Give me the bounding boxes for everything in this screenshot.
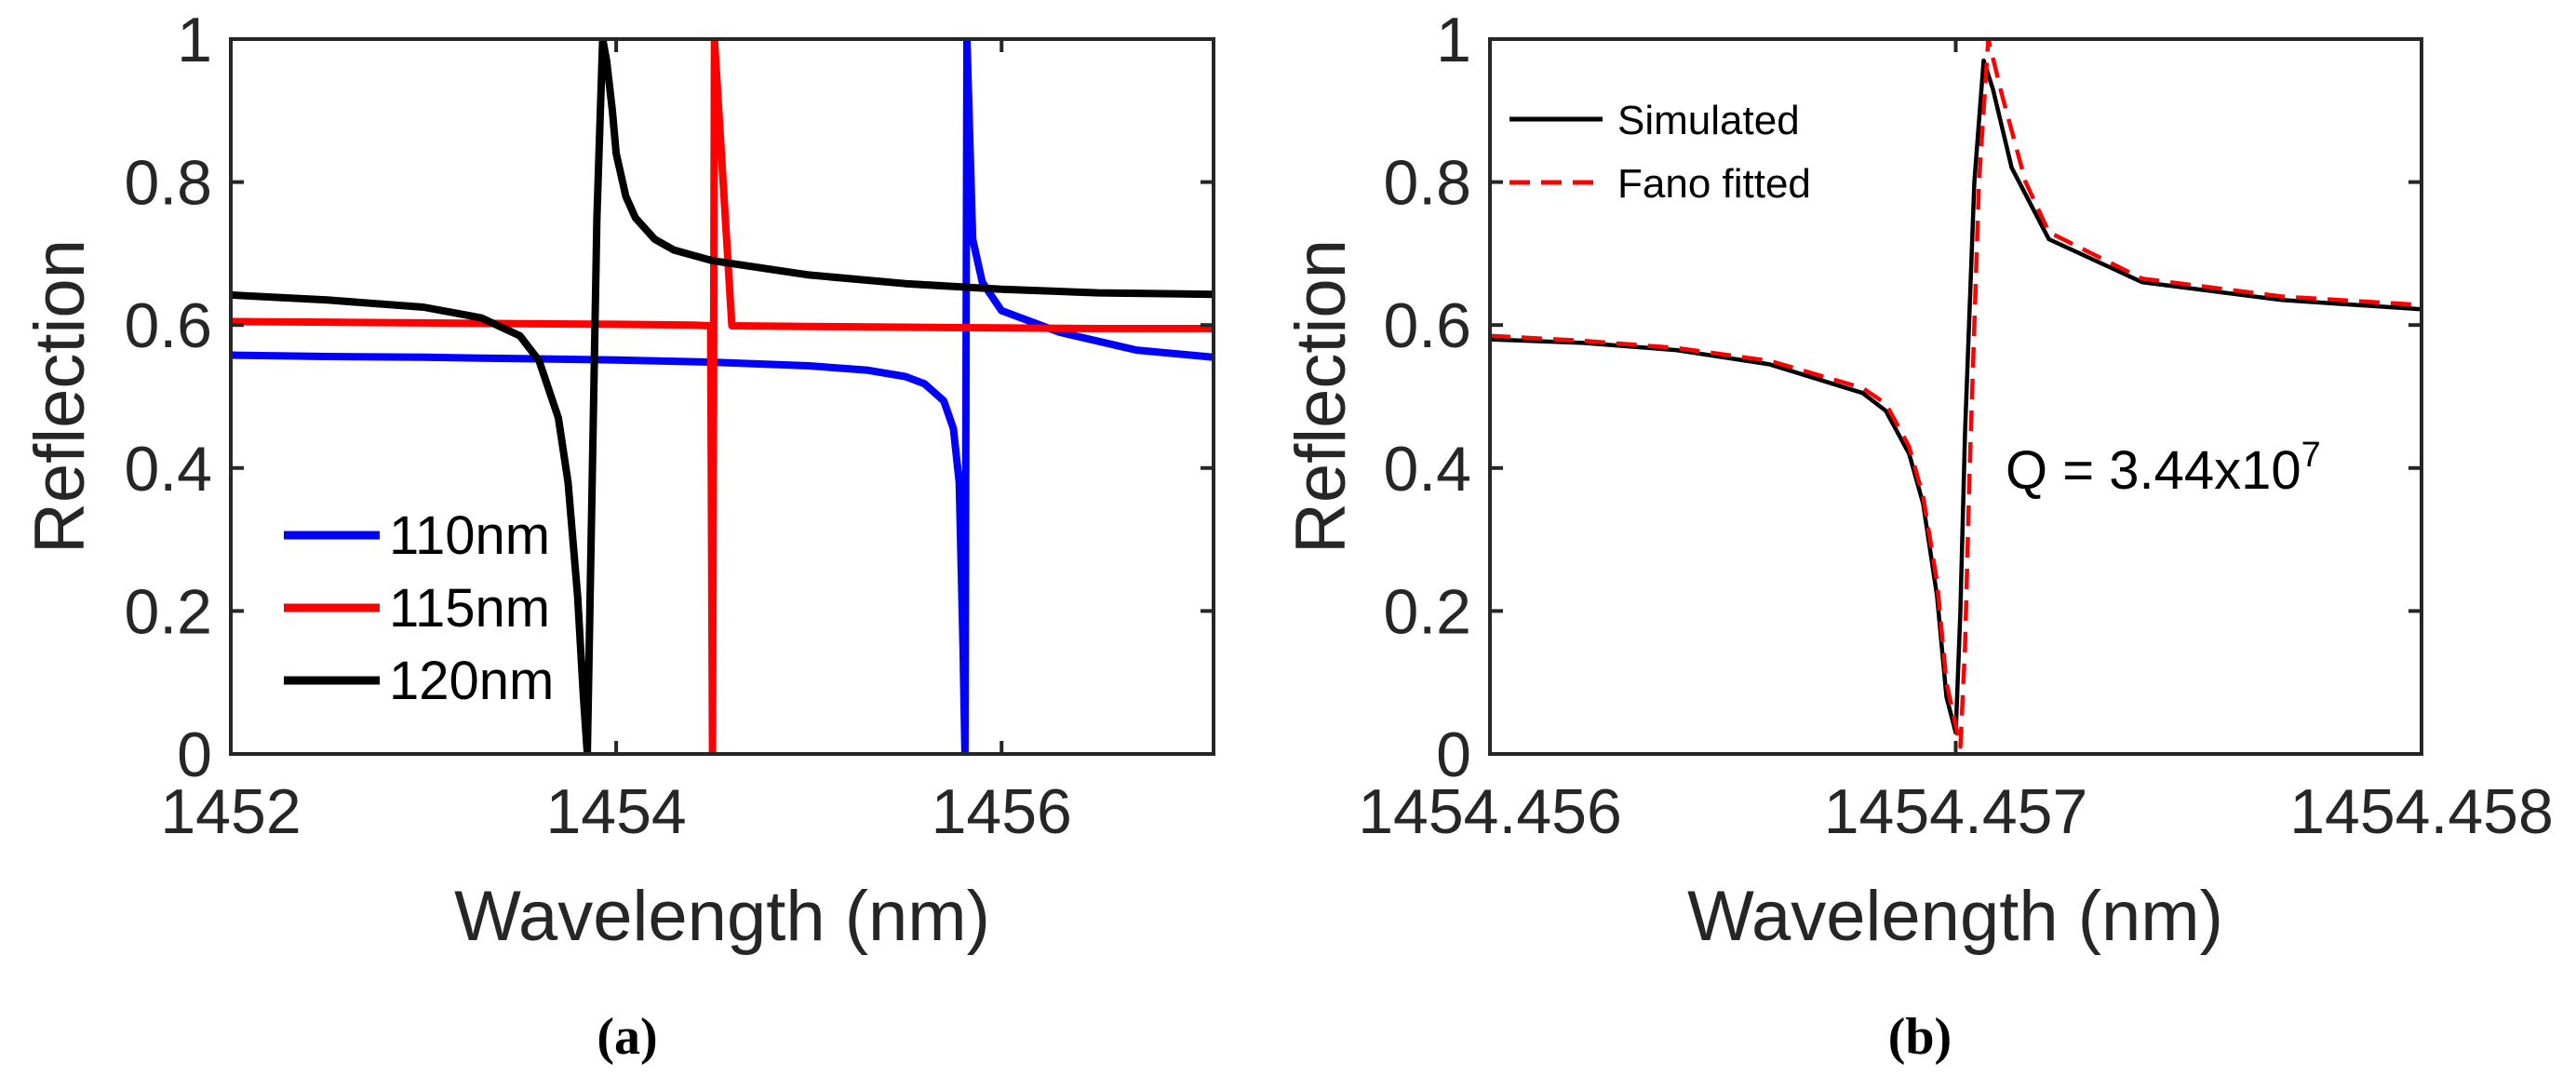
y-tick-label-a-5: 1 bbox=[177, 5, 212, 75]
y-tick-label-b-5: 1 bbox=[1436, 5, 1471, 75]
x-tick-label-b-2: 1454.458 bbox=[2289, 776, 2554, 847]
series-line-110nm bbox=[231, 39, 1214, 754]
legend-b: Simulated Fano fitted bbox=[1509, 98, 1811, 207]
y-tick-label-a-3: 0.6 bbox=[124, 290, 212, 361]
series-line-fano-fitted bbox=[1490, 39, 2422, 749]
x-axis-label-a: Wavelength (nm) bbox=[454, 877, 990, 956]
panel-label-a: (a) bbox=[597, 1008, 657, 1066]
y-tick-label-a-4: 0.8 bbox=[124, 148, 212, 219]
q-annotation-exponent: 7 bbox=[2301, 436, 2321, 475]
legend-label-110nm: 110nm bbox=[389, 505, 550, 566]
series-line-115nm bbox=[231, 39, 1214, 754]
y-tick-label-b-4: 0.8 bbox=[1383, 148, 1471, 219]
y-tick-labels-b: 0 0.2 0.4 0.6 0.8 1 bbox=[1383, 5, 1471, 790]
y-tick-label-b-0: 0 bbox=[1436, 720, 1471, 790]
y-tick-label-a-2: 0.4 bbox=[124, 434, 212, 505]
ticks-a bbox=[229, 37, 1214, 756]
x-tick-labels-b: 1454.456 1454.457 1454.458 bbox=[1358, 776, 2554, 847]
y-tick-label-a-1: 0.2 bbox=[124, 576, 212, 647]
legend-label-simulated: Simulated bbox=[1617, 98, 1800, 143]
panel-b: 1454.456 1454.457 1454.458 00.20.40.60.81 … bbox=[1281, 5, 2554, 1066]
y-tick-labels-a: 0 0.2 0.4 0.6 0.8 1 bbox=[124, 5, 212, 790]
x-tick-label-a-2: 1456 bbox=[932, 776, 1072, 847]
panel-a: 1452 1454 1456 0 0.2 0.4 0.6 0.8 1 Wavelength (… bbox=[20, 5, 1215, 1066]
plot-area-b bbox=[1490, 39, 2422, 754]
x-tick-label-b-0: 1454.456 bbox=[1358, 776, 1622, 847]
series-group-b bbox=[1490, 39, 2422, 749]
panel-label-b: (b) bbox=[1888, 1008, 1952, 1066]
x-tick-label-a-0: 1452 bbox=[160, 776, 301, 847]
y-axis-label-a: Reflection bbox=[20, 239, 100, 554]
y-tick-label-b-2: 0.4 bbox=[1383, 434, 1471, 505]
x-tick-labels-a: 1452 1454 1456 bbox=[160, 776, 1072, 847]
x-tick-label-a-1: 1454 bbox=[545, 776, 686, 847]
y-tick-label-b-3: 0.6 bbox=[1383, 290, 1471, 361]
series-line-120nm bbox=[231, 39, 1214, 754]
axes-box-a bbox=[229, 37, 1215, 756]
legend-a: 110nm 115nm 120nm bbox=[284, 505, 554, 711]
q-annotation-base: Q = 3.44x10 bbox=[2006, 440, 2301, 501]
ticks-b bbox=[1488, 37, 2423, 756]
x-tick-label-b-1: 1454.457 bbox=[1824, 776, 2088, 847]
x-axis-label-b: Wavelength (nm) bbox=[1687, 877, 2223, 956]
legend-label-fano-fitted: Fano fitted bbox=[1617, 161, 1811, 207]
y-axis-label-b: Reflection bbox=[1281, 239, 1361, 554]
legend-label-120nm: 120nm bbox=[389, 651, 554, 711]
q-annotation: Q = 3.44x107 bbox=[2006, 436, 2321, 501]
y-tick-label-b-1: 0.2 bbox=[1383, 576, 1471, 647]
y-tick-label-a-0: 0 bbox=[177, 720, 212, 790]
legend-label-115nm: 115nm bbox=[389, 578, 550, 639]
series-group-a bbox=[231, 39, 1214, 754]
